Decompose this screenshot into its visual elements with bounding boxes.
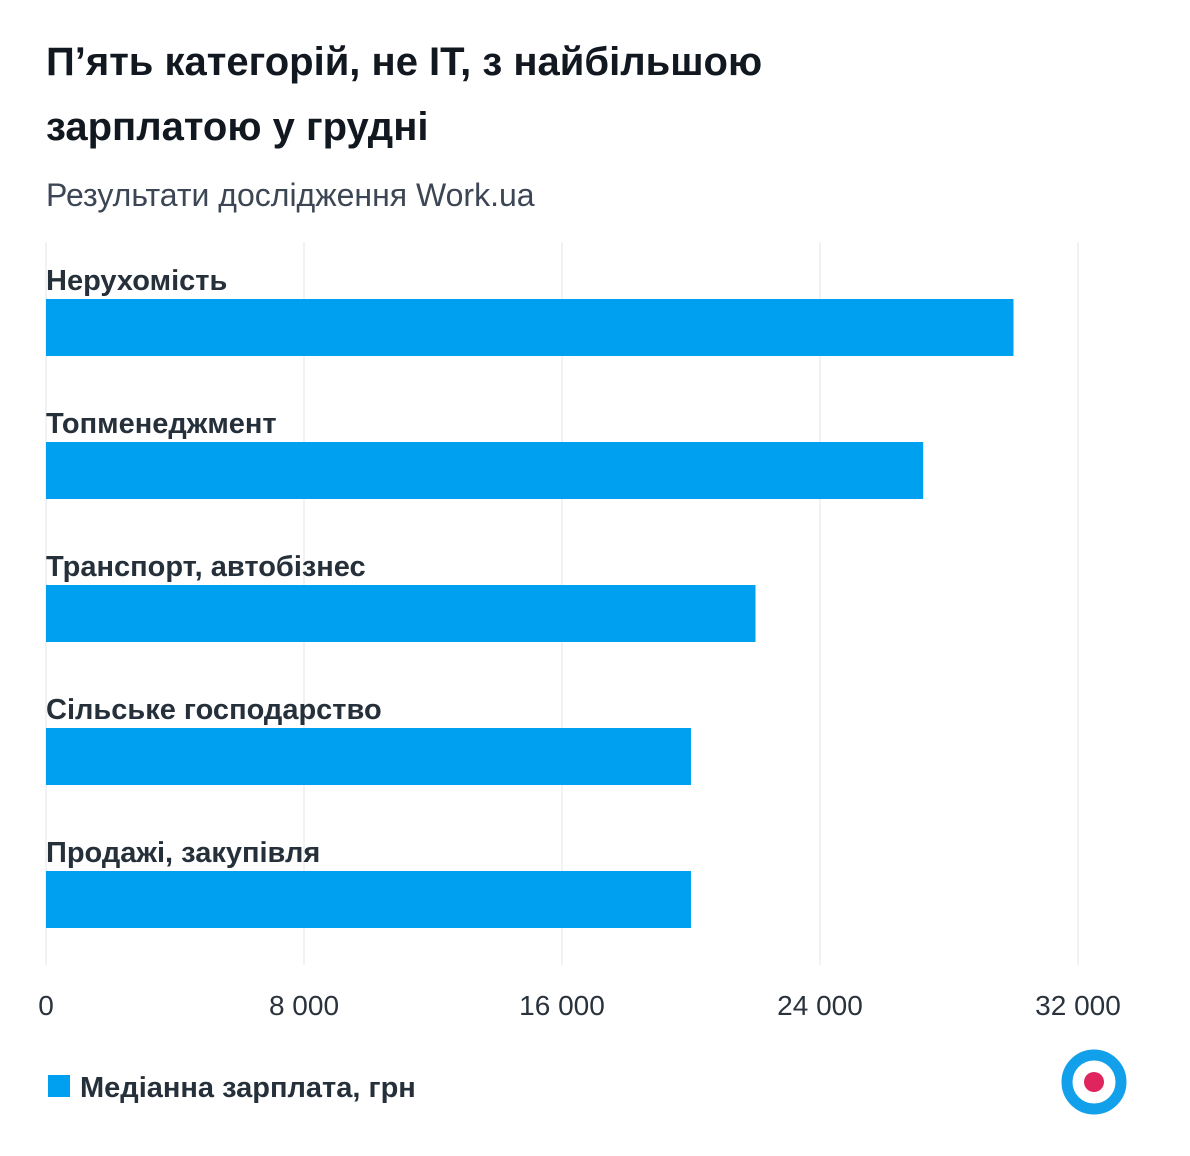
target-logo-icon <box>1061 1049 1127 1115</box>
bar <box>46 871 691 928</box>
chart-title-line1: П’ять категорій, не IT, з найбільшою <box>46 40 762 84</box>
x-tick-label: 8 000 <box>269 990 339 1021</box>
logo-dot <box>1084 1072 1104 1092</box>
category-label: Продажі, закупівля <box>46 837 320 869</box>
x-tick-label: 32 000 <box>1035 990 1121 1021</box>
x-tick-label: 16 000 <box>519 990 605 1021</box>
logo-ring <box>1061 1049 1127 1115</box>
chart-title-line2: зарплатою у грудні <box>46 105 428 149</box>
category-label: Топменеджмент <box>46 408 277 440</box>
bars <box>46 299 1014 928</box>
category-label: Сільське господарство <box>46 694 382 726</box>
x-axis-ticks: 0 8 000 16 000 24 000 32 000 <box>38 990 1121 1021</box>
bar <box>46 585 756 642</box>
legend-label: Медіанна зарплата, грн <box>80 1072 416 1104</box>
legend: Медіанна зарплата, грн <box>48 1072 416 1104</box>
legend-swatch <box>48 1075 70 1097</box>
bar <box>46 442 924 499</box>
category-label: Транспорт, автобізнес <box>46 551 366 583</box>
category-label: Нерухомість <box>46 265 227 297</box>
bar <box>46 728 691 785</box>
x-tick-label: 0 <box>38 990 54 1021</box>
chart-subtitle: Результати дослідження Work.ua <box>46 177 535 213</box>
x-tick-label: 24 000 <box>777 990 863 1021</box>
category-labels: Нерухомість Топменеджмент Транспорт, автоб… <box>46 265 382 869</box>
bar <box>46 299 1014 356</box>
